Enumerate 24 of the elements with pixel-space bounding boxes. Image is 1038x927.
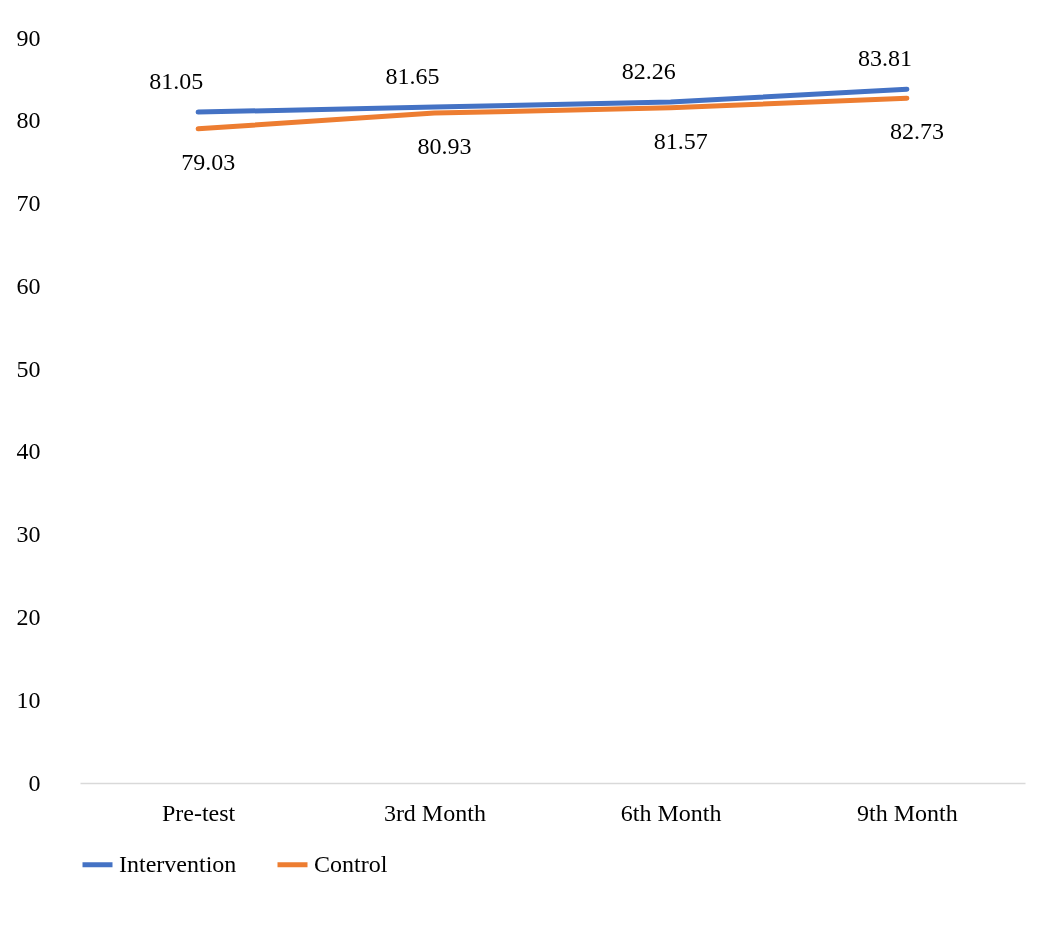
x-tick-label: 3rd Month xyxy=(383,799,486,826)
data-label: 81.57 xyxy=(653,127,708,154)
x-tick-label: Pre-test xyxy=(161,799,236,826)
y-tick-label: 90 xyxy=(16,24,41,51)
data-label: 82.26 xyxy=(621,58,676,85)
legend-label: Intervention xyxy=(119,850,237,877)
y-tick-label: 80 xyxy=(16,107,41,134)
y-tick-label: 30 xyxy=(16,521,41,548)
y-tick-label: 60 xyxy=(16,272,41,299)
data-label: 81.05 xyxy=(149,68,204,95)
y-tick-label: 20 xyxy=(16,603,41,630)
y-tick-label: 40 xyxy=(16,438,41,465)
legend-label: Control xyxy=(314,850,388,877)
data-label: 81.65 xyxy=(385,63,440,90)
x-tick-label: 6th Month xyxy=(620,799,722,826)
data-label: 79.03 xyxy=(181,148,236,175)
data-label: 82.73 xyxy=(889,118,944,145)
data-label: 80.93 xyxy=(417,133,472,160)
x-tick-label: 9th Month xyxy=(857,799,958,826)
y-tick-label: 10 xyxy=(16,686,41,713)
data-label: 83.81 xyxy=(857,45,912,72)
y-tick-label: 50 xyxy=(16,355,41,382)
y-tick-label: 70 xyxy=(16,190,41,217)
y-tick-label: 0 xyxy=(28,769,41,796)
